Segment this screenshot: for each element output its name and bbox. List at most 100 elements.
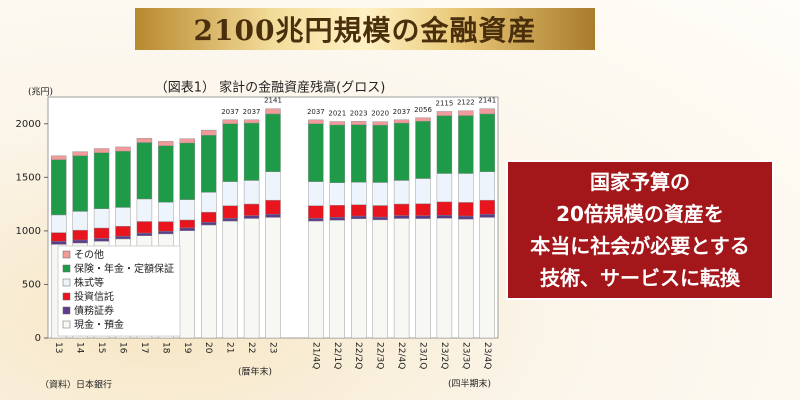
- bar-segment: [329, 124, 345, 183]
- bar-segment: [222, 217, 238, 222]
- bar-segment: [136, 138, 153, 143]
- bar-segment: [243, 203, 260, 216]
- bar-segment: [115, 225, 131, 237]
- bar-segment: [51, 214, 67, 233]
- bar-segment: [136, 232, 153, 236]
- bar-segment: [243, 215, 260, 219]
- bar-segment: [93, 152, 110, 209]
- y-tick-label: 1000: [16, 226, 41, 237]
- bar-segment: [93, 148, 110, 154]
- bar-segment: [136, 198, 153, 222]
- bar-segment: [136, 221, 153, 234]
- bar-segment: [201, 224, 217, 339]
- x-tick-label: 20: [203, 342, 213, 354]
- bar-segment: [372, 219, 388, 339]
- source-note: （資料）日本銀行: [40, 379, 112, 391]
- x-tick-label: 17: [139, 342, 149, 353]
- bar-segment: [201, 192, 217, 213]
- total-label: 2141: [478, 97, 496, 105]
- x-tick-label: 23/1Q: [418, 342, 428, 369]
- legend-swatch: [62, 320, 71, 329]
- total-label: 2023: [350, 109, 368, 117]
- total-label: 2037: [307, 108, 325, 116]
- legend-swatch: [62, 292, 71, 301]
- bar-segment: [158, 141, 174, 146]
- bar-segment: [458, 110, 474, 116]
- x-tick-label: 18: [160, 342, 170, 354]
- bar-segment: [201, 135, 217, 193]
- bar-segment: [115, 207, 131, 227]
- bar-segment: [479, 108, 495, 115]
- bar-segment: [222, 220, 238, 339]
- bar-segment: [351, 121, 367, 125]
- x-tick-label: 23: [268, 342, 278, 353]
- bar-segment: [179, 199, 195, 221]
- x-tick-label: 22: [246, 342, 256, 353]
- bar-segment: [265, 171, 281, 201]
- x-tick-label: 22/4Q: [396, 342, 406, 369]
- bar-segment: [329, 182, 345, 206]
- y-tick-label: 500: [22, 279, 41, 290]
- bar-segment: [222, 123, 238, 182]
- callout-line: 20倍規模の資産を: [556, 202, 724, 226]
- legend-label: 債務証券: [74, 304, 114, 317]
- y-axis-label: (兆円): [28, 87, 53, 98]
- x-tick-label: 14: [75, 342, 85, 354]
- total-label: 2115: [436, 99, 454, 107]
- bar-segment: [115, 146, 131, 152]
- bar-segment: [265, 213, 281, 218]
- bar-segment: [72, 239, 88, 244]
- bar-segment: [415, 178, 431, 204]
- legend-label: 現金・預金: [74, 318, 124, 331]
- legend-label: 保険・年金・定額保証: [74, 262, 174, 275]
- bar-segment: [179, 138, 195, 144]
- legend-box: [57, 245, 181, 337]
- bar-segment: [436, 218, 453, 339]
- legend-swatch: [62, 306, 71, 315]
- bar-segment: [351, 218, 367, 339]
- x-tick-label: 13: [53, 342, 63, 353]
- bar-segment: [136, 142, 153, 200]
- bar-segment: [72, 151, 88, 156]
- bar-segment: [329, 219, 345, 339]
- bar-segment: [51, 159, 67, 216]
- total-label: 2020: [371, 110, 389, 118]
- bar-segment: [458, 218, 474, 339]
- bar-segment: [479, 171, 495, 201]
- bar-segment: [436, 115, 453, 174]
- bar-segment: [479, 199, 495, 215]
- bar-segment: [222, 181, 238, 206]
- bar-segment: [93, 238, 110, 242]
- x-tick-label: 21: [225, 342, 235, 353]
- total-label: 2021: [328, 110, 346, 118]
- bar-segment: [93, 208, 110, 229]
- bar-segment: [201, 129, 217, 136]
- y-tick-label: 1500: [16, 172, 41, 183]
- x-tick-label: 22/1Q: [332, 342, 342, 369]
- x-tick-label: 23/2Q: [439, 342, 449, 369]
- bar-segment: [415, 117, 431, 122]
- bar-segment: [158, 231, 174, 235]
- x-tick-label: 23/4Q: [482, 342, 492, 369]
- bar-segment: [51, 232, 67, 242]
- x-tick-label: 15: [96, 342, 106, 353]
- callout-line: 本当に社会が必要とする: [530, 234, 750, 258]
- bar-segment: [265, 199, 281, 215]
- bar-segment: [243, 122, 260, 181]
- bar-segment: [479, 113, 495, 172]
- y-tick-label: 0: [35, 333, 41, 344]
- bar-segment: [51, 240, 67, 245]
- annual-note: (暦年末): [238, 366, 272, 378]
- bar-segment: [265, 217, 281, 339]
- bar-segment: [351, 204, 367, 217]
- bar-segment: [51, 155, 67, 160]
- bar-segment: [179, 227, 195, 231]
- legend-label: 投資信託: [74, 290, 114, 303]
- bar-segment: [372, 124, 388, 183]
- y-tick-label: 2000: [16, 119, 41, 130]
- bar-segment: [222, 119, 238, 124]
- bar-segment: [415, 121, 431, 179]
- bar-segment: [479, 217, 495, 339]
- bar-segment: [393, 203, 410, 216]
